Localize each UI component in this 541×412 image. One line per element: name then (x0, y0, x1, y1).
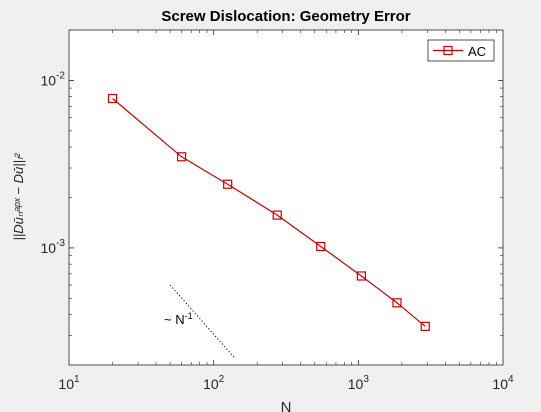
x-tick-label: 103 (348, 374, 370, 392)
x-tick-label-exponent: 1 (74, 374, 80, 385)
data-point-marker[interactable] (316, 241, 326, 252)
x-tick-label-exponent: 4 (508, 374, 514, 385)
data-point-marker[interactable] (107, 93, 118, 104)
x-tick-label: 104 (492, 374, 514, 392)
x-axis-label: N (281, 399, 292, 412)
y-tick-label-base: 10 (41, 240, 57, 256)
data-point-marker[interactable] (356, 271, 366, 281)
x-tick-label-exponent: 3 (363, 374, 369, 385)
reference-line-label-base: ~ N (164, 312, 185, 327)
y-tick-label-exponent: -3 (56, 238, 65, 249)
reference-line-label-exponent: -1 (185, 311, 193, 321)
x-tick-label-base: 10 (492, 376, 508, 392)
x-tick-label-base: 10 (348, 376, 364, 392)
reference-line-label: ~ N-1 (164, 311, 193, 327)
x-tick-label-exponent: 2 (219, 374, 225, 385)
y-tick-label-exponent: -2 (56, 70, 65, 81)
legend-label: AC (468, 44, 486, 59)
y-axis-label: ||Dūₙᵃᵖˣ − Dū||ₗ² (11, 153, 26, 241)
x-tick-label-base: 10 (58, 376, 74, 392)
series-layer (107, 93, 430, 331)
reference-slope-line (169, 284, 236, 359)
legend[interactable]: AC (427, 39, 495, 62)
data-point-marker[interactable] (392, 298, 402, 308)
legend-marker (443, 45, 453, 56)
data-point-marker[interactable] (272, 210, 282, 220)
plot-area (69, 30, 503, 365)
data-point-marker[interactable] (176, 152, 187, 162)
y-tick-label: 10-2 (41, 70, 66, 88)
y-tick-label: 10-3 (41, 238, 66, 256)
chart-title: Screw Dislocation: Geometry Error (161, 8, 410, 25)
y-tick-label-base: 10 (41, 72, 57, 88)
series-line (112, 98, 426, 327)
x-tick-label: 102 (203, 374, 225, 392)
x-tick-label: 101 (58, 374, 80, 392)
x-tick-label-base: 10 (203, 376, 219, 392)
reference-line-layer (169, 284, 236, 359)
data-point-marker[interactable] (420, 321, 430, 331)
data-point-marker[interactable] (223, 179, 233, 189)
